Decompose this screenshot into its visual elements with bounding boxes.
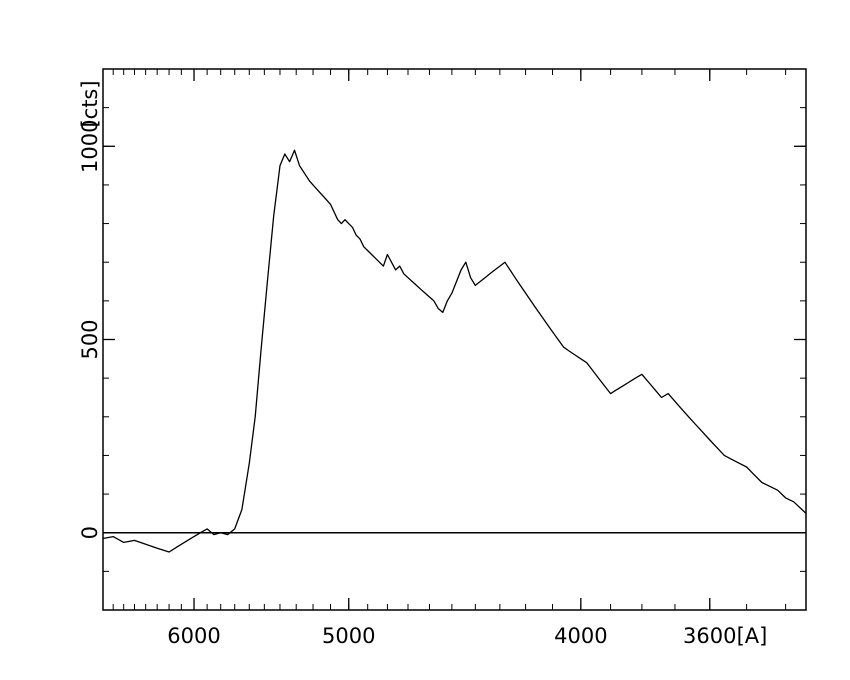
x-tick-label: 6000 (167, 624, 220, 648)
y-tick-label: 1000 (78, 120, 102, 173)
y-tick-labels: 0 500 1000 (78, 120, 102, 540)
x-tick-label: 4000 (554, 624, 607, 648)
y-tick-label: 500 (78, 319, 102, 359)
x-axis-label: [A] (737, 624, 768, 648)
plot-frame (102, 68, 807, 611)
series-line (102, 149, 807, 553)
minor-tick-marks (102, 68, 806, 611)
major-tick-marks (103, 69, 806, 610)
x-tick-label: 3600 (683, 624, 736, 648)
y-axis-label: [cts] (78, 80, 102, 127)
y-tick-label: 0 (78, 526, 102, 539)
x-tick-label: 5000 (322, 624, 375, 648)
x-tick-labels: 6000 5000 4000 3600 (167, 624, 736, 648)
